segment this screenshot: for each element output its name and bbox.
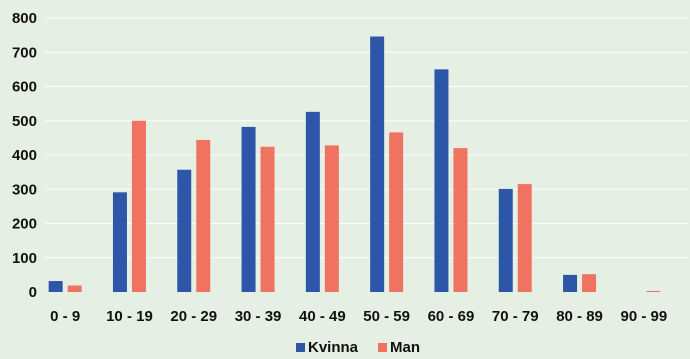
y-tick-label: 200 <box>12 216 37 233</box>
legend-swatch-man <box>378 343 387 352</box>
bar-kvinna-4 <box>305 111 320 292</box>
gridlines <box>45 17 688 259</box>
bar-man-4 <box>324 145 339 292</box>
bar-man-8 <box>582 274 597 292</box>
bar-kvinna-1 <box>112 192 127 292</box>
bars <box>48 36 661 293</box>
y-tick-label: 400 <box>12 147 37 164</box>
x-tick-label: 30 - 39 <box>235 308 282 325</box>
x-tick-label: 90 - 99 <box>620 308 667 325</box>
legend-label-kvinna: Kvinna <box>308 339 359 356</box>
x-tick-label: 10 - 19 <box>106 308 153 325</box>
bar-man-9 <box>646 290 661 292</box>
y-tick-label: 300 <box>12 181 37 198</box>
legend-label-man: Man <box>390 339 420 356</box>
y-tick-label: 100 <box>12 250 37 267</box>
x-tick-label: 50 - 59 <box>363 308 410 325</box>
y-axis: 0 100 200 300 400 500 600 700 800 <box>12 10 37 301</box>
x-tick-label: 0 - 9 <box>50 308 80 325</box>
bar-man-1 <box>131 120 146 292</box>
bar-man-2 <box>196 139 211 292</box>
x-tick-label: 20 - 29 <box>170 308 217 325</box>
bar-kvinna-5 <box>370 36 385 293</box>
x-tick-label: 40 - 49 <box>299 308 346 325</box>
x-tick-label: 60 - 69 <box>428 308 475 325</box>
x-axis: 0 - 9 10 - 19 20 - 29 30 - 39 40 - 49 50 - 59… <box>50 308 667 325</box>
bar-man-6 <box>453 148 468 292</box>
bar-kvinna-8 <box>563 274 578 292</box>
y-tick-label: 600 <box>12 79 37 96</box>
legend-swatch-kvinna <box>296 343 305 352</box>
bar-man-7 <box>517 184 532 292</box>
bar-man-5 <box>389 132 404 292</box>
bar-kvinna-6 <box>434 69 449 292</box>
x-tick-label: 70 - 79 <box>492 308 539 325</box>
y-tick-label: 500 <box>12 113 37 130</box>
bar-man-3 <box>260 146 275 292</box>
y-tick-label: 800 <box>12 10 37 27</box>
bar-kvinna-2 <box>177 169 192 292</box>
y-tick-label: 700 <box>12 44 37 61</box>
legend: Kvinna Man <box>296 339 420 356</box>
bar-man-0 <box>67 285 82 292</box>
bar-kvinna-0 <box>48 281 63 292</box>
bar-kvinna-3 <box>241 126 256 292</box>
x-tick-label: 80 - 89 <box>556 308 603 325</box>
y-tick-label: 0 <box>29 284 37 301</box>
bar-kvinna-7 <box>498 188 513 292</box>
